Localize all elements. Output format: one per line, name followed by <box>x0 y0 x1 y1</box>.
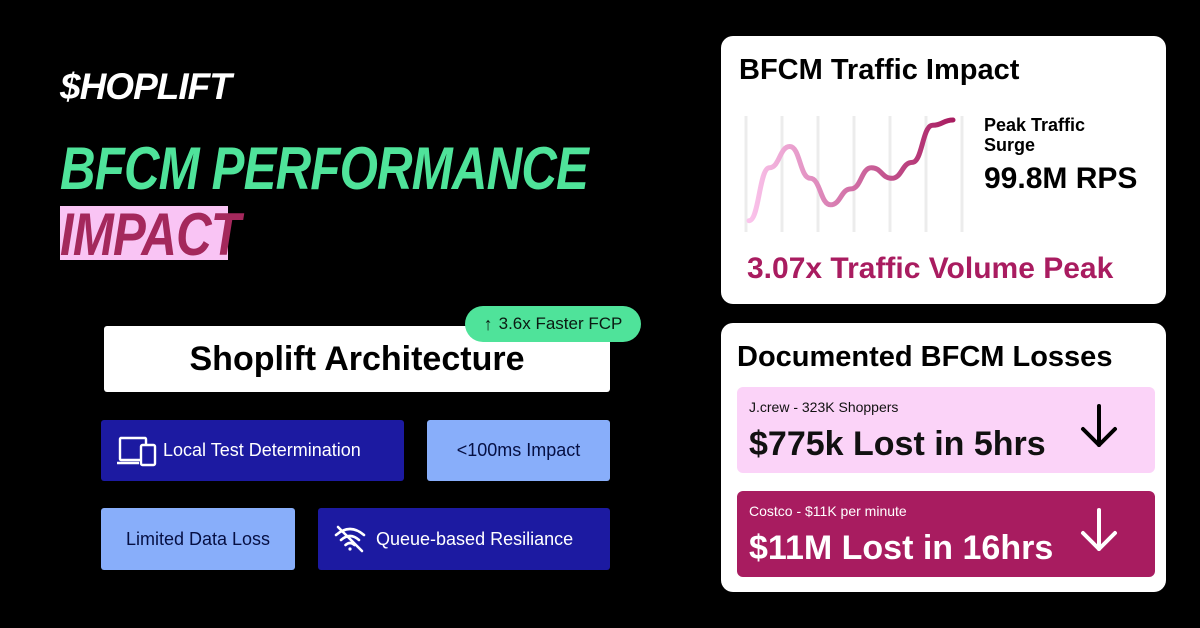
feature-local-test: Local Test Determination <box>101 420 404 481</box>
traffic-volume-peak: 3.07x Traffic Volume Peak <box>747 252 1114 285</box>
traffic-chart <box>744 116 964 232</box>
fcp-badge: ↑ 3.6x Faster FCP <box>465 306 641 342</box>
loss-amount: $775k Lost in 5hrs <box>749 425 1046 463</box>
loss-subtitle: J.crew - 323K Shoppers <box>749 399 899 415</box>
feature-data-loss: Limited Data Loss <box>101 508 295 570</box>
feature-label: <100ms Impact <box>456 440 581 460</box>
traffic-impact-card: BFCM Traffic Impact Peak Traffic Surge 9… <box>721 36 1166 304</box>
losses-card-title: Documented BFCM Losses <box>737 341 1113 373</box>
arrow-down-icon <box>1081 404 1117 447</box>
traffic-card-title: BFCM Traffic Impact <box>739 54 1020 86</box>
wifi-off-icon <box>332 525 368 553</box>
feature-label: Queue-based Resiliance <box>376 528 574 549</box>
headline-line1: BFCM PERFORMANCE <box>60 135 589 202</box>
headline-highlight <box>60 206 228 260</box>
headline-line2: IMPACT <box>60 201 241 268</box>
architecture-title: Shoplift Architecture <box>189 339 525 378</box>
loss-item-jcrew: J.crew - 323K Shoppers $775k Lost in 5hr… <box>737 387 1155 473</box>
feature-latency: <100ms Impact <box>427 420 610 481</box>
devices-icon <box>113 435 163 467</box>
peak-traffic-value: 99.8M RPS <box>984 162 1138 195</box>
feature-label: Limited Data Loss <box>125 528 271 549</box>
peak-traffic-label: Peak Traffic Surge <box>984 115 1086 155</box>
arrow-down-icon <box>1081 508 1117 551</box>
losses-card: Documented BFCM Losses J.crew - 323K Sho… <box>721 323 1166 592</box>
loss-item-costco: Costco - $11K per minute $11M Lost in 16… <box>737 491 1155 577</box>
loss-subtitle: Costco - $11K per minute <box>749 503 907 519</box>
arrow-up-icon: ↑ <box>483 313 493 334</box>
fcp-badge-label: 3.6x Faster FCP <box>498 314 623 333</box>
feature-label: Local Test Determination <box>163 440 361 460</box>
feature-queue: Queue-based Resiliance <box>318 508 610 570</box>
loss-amount: $11M Lost in 16hrs <box>749 529 1054 567</box>
shoplift-logo: $HOPLIFT <box>60 66 232 107</box>
traffic-series-line <box>746 117 956 224</box>
